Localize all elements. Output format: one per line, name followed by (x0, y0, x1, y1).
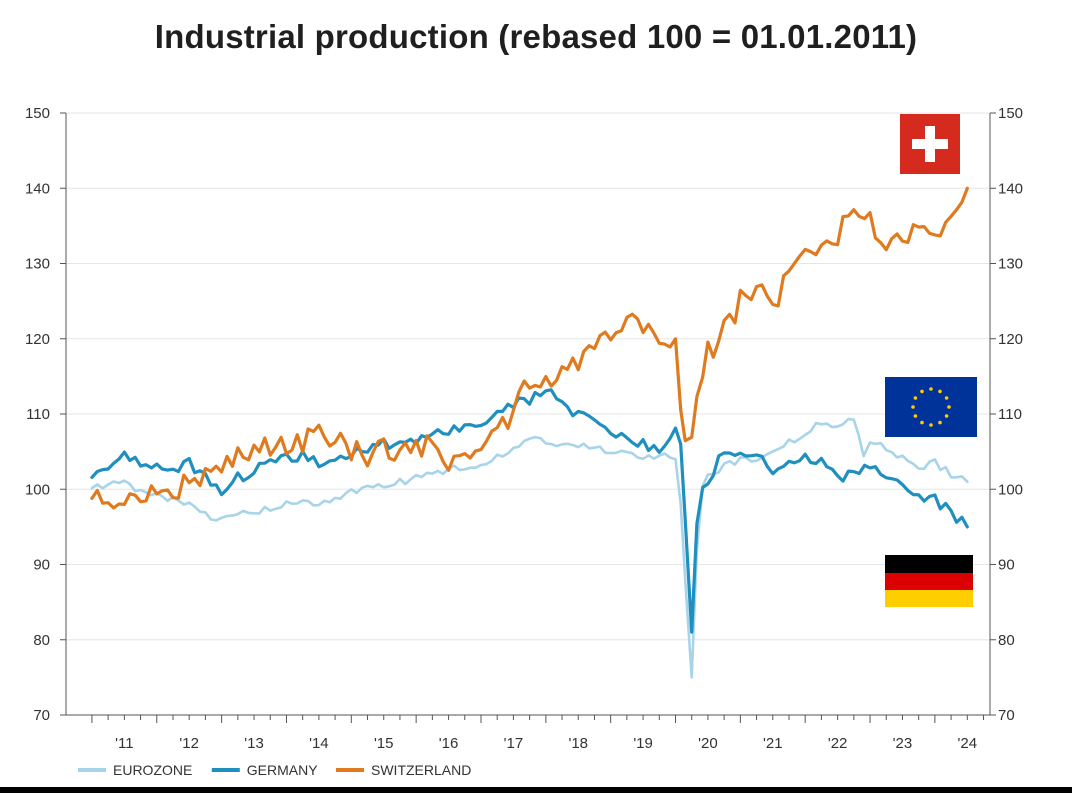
y-tick-label-left: 90 (33, 557, 50, 574)
y-tick-label-right: 130 (998, 256, 1023, 273)
bottom-border (0, 787, 1072, 793)
x-tick-label: '23 (893, 735, 913, 752)
y-tick-label-left: 150 (25, 105, 50, 122)
series-lines (90, 186, 969, 679)
eu-star (920, 420, 924, 425)
x-tick-label: '22 (828, 735, 848, 752)
series-line-eurozone (90, 417, 969, 679)
eu-star (938, 420, 942, 425)
y-tick-label-left: 80 (33, 632, 50, 649)
eu-star (947, 405, 951, 409)
y-tick-label-right: 150 (998, 105, 1023, 122)
x-tick-label: '20 (698, 735, 718, 752)
eu-star (944, 396, 949, 400)
y-tick-label-right: 140 (998, 180, 1023, 197)
x-tick-label: '24 (958, 735, 978, 752)
chart-title: Industrial production (rebased 100 = 01.… (154, 18, 918, 55)
x-tick-label: '11 (115, 735, 133, 752)
y-tick-label-left: 100 (25, 481, 50, 498)
y-tick-label-right: 100 (998, 481, 1023, 498)
y-tick-label-left: 130 (25, 256, 50, 273)
eu-star (913, 414, 918, 418)
eu-star (913, 396, 918, 400)
eu-star (920, 389, 924, 394)
legend-label-eurozone: EUROZONE (113, 762, 192, 778)
y-tick-label-left: 140 (25, 180, 50, 197)
y-tick-label-left: 120 (25, 331, 50, 348)
eu-star (929, 387, 933, 391)
x-tick-label: '16 (439, 735, 459, 752)
legend-label-germany: GERMANY (247, 762, 318, 778)
y-tick-label-left: 70 (33, 707, 50, 724)
x-tick-label: '21 (763, 735, 783, 752)
eu-star (938, 389, 942, 394)
eu-star (944, 414, 949, 418)
y-tick-label-right: 70 (998, 707, 1015, 724)
x-tick-label: '14 (309, 735, 329, 752)
x-tick-label: '17 (504, 735, 524, 752)
series-line-switzerland (90, 186, 969, 510)
x-tick-label: '19 (633, 735, 653, 752)
y-tick-label-right: 120 (998, 331, 1023, 348)
x-tick-label: '12 (179, 735, 199, 752)
eu-star (911, 405, 915, 409)
y-tick-label-right: 80 (998, 632, 1015, 649)
x-tick-label: '15 (374, 735, 394, 752)
grid-lines (66, 112, 990, 716)
x-tick-label: '18 (568, 735, 588, 752)
series-line-germany (90, 388, 969, 634)
y-tick-label-right: 110 (998, 406, 1022, 423)
eu-star (929, 423, 933, 427)
x-tick-label: '13 (244, 735, 264, 752)
flag-germany-icon (885, 555, 973, 607)
flag-switzerland-icon (900, 114, 960, 174)
y-tick-label-right: 90 (998, 557, 1015, 574)
y-tick-label-left: 110 (26, 406, 50, 423)
flag-eu-icon (885, 377, 977, 437)
legend-label-switzerland: SWITZERLAND (371, 762, 471, 778)
axes: 150 150 140 140 130 130 120 120 110 110 100 100 90 90… (25, 105, 1023, 752)
legend: EUROZONE GERMANY SWITZERLAND (78, 762, 471, 778)
